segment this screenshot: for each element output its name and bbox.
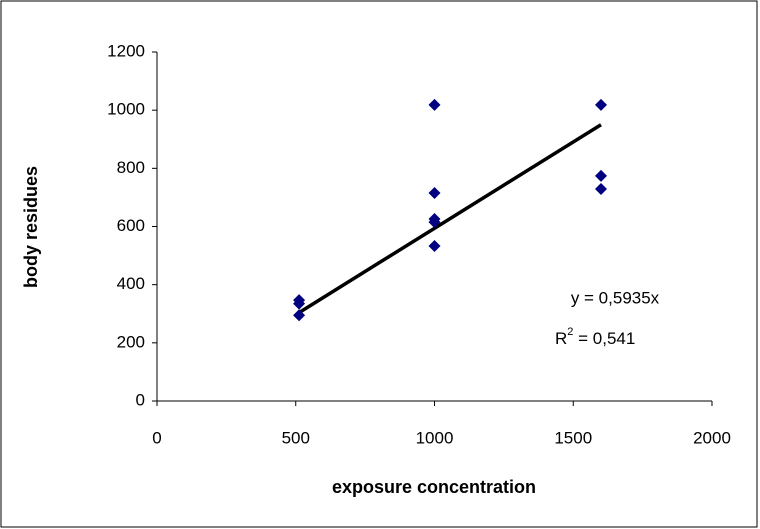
trend-equation: y = 0,5935x xyxy=(571,288,660,307)
trendline xyxy=(298,123,602,315)
y-tick-label: 800 xyxy=(117,158,145,177)
y-axis-title: body residues xyxy=(21,166,41,288)
y-tick-label: 200 xyxy=(117,332,145,351)
y-tick-label: 600 xyxy=(117,216,145,235)
x-axis-title: exposure concentration xyxy=(332,477,536,497)
x-tick-label: 2000 xyxy=(693,428,731,447)
point xyxy=(428,216,441,229)
x-tick-label: 1000 xyxy=(416,428,454,447)
point xyxy=(428,187,441,200)
point xyxy=(293,309,306,322)
point xyxy=(595,182,607,195)
y-tick-label: 1000 xyxy=(107,100,145,119)
x-tick-label: 1500 xyxy=(554,428,592,447)
r-base: R xyxy=(555,329,567,348)
point xyxy=(293,297,306,310)
point xyxy=(428,98,441,111)
r-squared: R2 = 0,541 xyxy=(555,326,635,349)
point xyxy=(595,169,607,182)
y-tick-label: 1200 xyxy=(107,41,145,60)
x-tick-label: 500 xyxy=(282,428,310,447)
y-tick-label: 400 xyxy=(117,274,145,293)
x-tick-label: 0 xyxy=(152,428,161,447)
point xyxy=(428,239,441,252)
r-sup: 2 xyxy=(567,326,573,338)
r-rest: = 0,541 xyxy=(573,329,635,348)
y-tick-label: 0 xyxy=(136,390,145,409)
point xyxy=(595,98,607,111)
